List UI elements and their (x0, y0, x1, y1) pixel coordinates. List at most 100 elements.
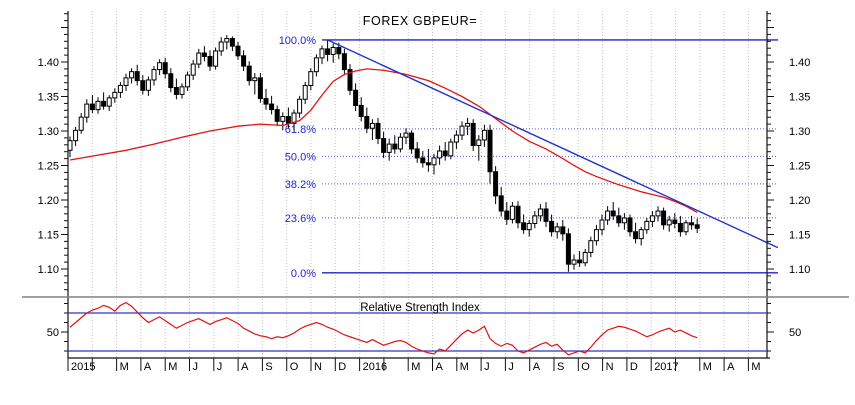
candle-body (588, 240, 594, 253)
candle-body (101, 100, 107, 107)
candle-body (229, 38, 235, 47)
price-label-right: 1.25 (789, 161, 810, 173)
candle-body (532, 215, 538, 224)
candle-body (442, 150, 448, 157)
x-axis-label: D (338, 361, 346, 373)
price-label-right: 1.20 (789, 195, 810, 207)
candle-body (689, 222, 695, 226)
candle-body (661, 210, 667, 226)
candle-body (274, 109, 280, 122)
price-label-left: 1.40 (38, 57, 59, 69)
candle-body (319, 48, 325, 59)
candle-body (537, 208, 543, 217)
candle-body (263, 98, 269, 105)
candle-body (605, 210, 611, 221)
candle-body (481, 129, 487, 141)
candle-body (330, 47, 336, 55)
x-axis-label: S (265, 361, 272, 373)
x-axis-label: A (241, 361, 249, 373)
candle-body (134, 71, 140, 82)
chart-title: FOREX GBPEUR= (363, 14, 477, 28)
candle-body (325, 48, 331, 55)
candle-body (353, 89, 359, 106)
candle-body (190, 63, 196, 76)
candle-body (633, 231, 639, 240)
x-axis-label: M (168, 361, 177, 373)
x-axis-label: J (508, 361, 514, 373)
moving-average-line (69, 68, 698, 213)
candle-body (235, 45, 241, 57)
candle-body (498, 195, 504, 212)
candle-body (577, 259, 583, 264)
candle-body (386, 143, 392, 153)
candle-body (269, 103, 275, 111)
fib-level-label: 38.2% (285, 179, 316, 191)
x-axis-label: M (751, 361, 760, 373)
candle-body (459, 125, 465, 136)
candle-body (453, 134, 459, 143)
candle-body (218, 41, 224, 52)
candle-body (112, 91, 118, 99)
candle-body (644, 220, 650, 231)
candle-body (285, 116, 291, 124)
candle-body (593, 229, 599, 242)
candle-body (347, 69, 353, 91)
x-axis-label: A (533, 361, 541, 373)
x-axis-label: N (314, 361, 322, 373)
candle-body (448, 141, 454, 157)
price-label-left: 1.15 (38, 230, 59, 242)
x-axis-label: A (144, 361, 152, 373)
candle-body (162, 62, 168, 75)
price-label-right: 1.10 (789, 264, 810, 276)
candle-body (84, 103, 90, 118)
price-label-right: 1.30 (789, 126, 810, 138)
candle-body (683, 222, 689, 233)
candle-body (73, 129, 79, 142)
candle-body (157, 62, 163, 71)
candle-body (526, 222, 532, 231)
candle-body (549, 220, 555, 233)
fib-level-label: 100.0% (279, 35, 317, 47)
rsi-line (69, 301, 698, 356)
candle-body (504, 210, 510, 220)
price-label-left: 1.30 (38, 126, 59, 138)
x-axis-label: J (484, 361, 490, 373)
candle-body (425, 162, 431, 166)
candle-body (89, 103, 95, 111)
x-axis-label: 2017 (654, 361, 678, 373)
x-axis-label: 2015 (71, 361, 95, 373)
candle-body (297, 98, 303, 114)
price-label-right: 1.35 (789, 92, 810, 104)
candle-body (649, 215, 655, 222)
candle-body (599, 219, 605, 231)
candle-body (565, 233, 571, 265)
candle-body (409, 132, 415, 150)
x-axis-label: J (193, 361, 199, 373)
candle-body (291, 112, 297, 124)
x-axis-label: A (436, 361, 444, 373)
candle-body (257, 77, 263, 100)
fib-level-label: 50.0% (285, 151, 316, 163)
candle-body (509, 205, 515, 220)
rsi-label-left: 50 (47, 327, 59, 339)
candle-body (123, 77, 129, 86)
x-axis-label: M (460, 361, 469, 373)
candle-body (560, 226, 566, 235)
candle-body (78, 116, 84, 131)
candle-body (117, 84, 123, 93)
candle-body (369, 122, 375, 129)
price-label-left: 1.35 (38, 92, 59, 104)
candle-body (246, 65, 252, 82)
candle-body (515, 205, 521, 224)
candle-body (610, 210, 616, 217)
candle-body (173, 87, 179, 95)
candle-body (666, 219, 672, 226)
candle-body (694, 224, 700, 229)
candle-body (616, 215, 622, 224)
candle-body (196, 52, 202, 65)
rsi-panel-label: Relative Strength Index (360, 302, 480, 314)
candle-body (129, 71, 135, 79)
candle-body (302, 84, 308, 100)
candle-body (151, 69, 157, 81)
